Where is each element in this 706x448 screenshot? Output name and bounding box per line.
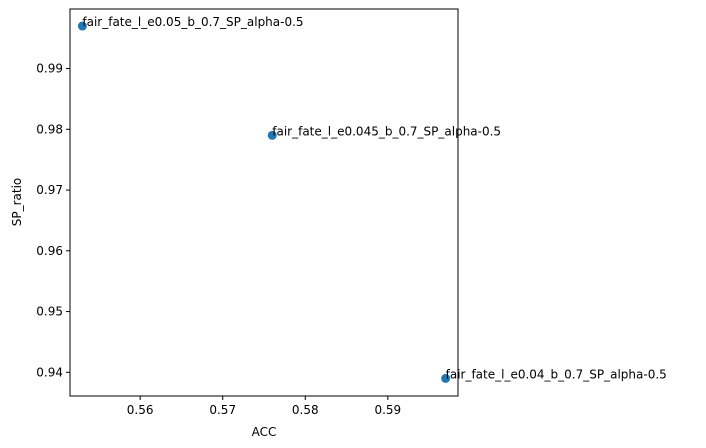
data-point [77, 21, 87, 31]
data-point [441, 373, 451, 383]
x-axis: 0.56 0.57 0.58 0.59 [127, 396, 401, 417]
data-point-label: fair_fate_l_e0.04_b_0.7_SP_alpha-0.5 [446, 367, 667, 381]
data-point [267, 130, 277, 140]
x-tick-label: 0.59 [374, 403, 401, 417]
data-points [77, 21, 451, 383]
x-tick-label: 0.56 [127, 403, 154, 417]
y-tick-label: 0.98 [36, 122, 63, 136]
y-tick-label: 0.94 [36, 365, 63, 379]
data-point-label: fair_fate_l_e0.05_b_0.7_SP_alpha-0.5 [82, 15, 303, 29]
y-tick-label: 0.97 [36, 183, 63, 197]
x-tick-label: 0.57 [209, 403, 236, 417]
y-axis: 0.94 0.95 0.96 0.97 0.98 0.99 [36, 62, 70, 379]
plot-area [69, 8, 459, 397]
y-axis-label: SP_ratio [10, 178, 24, 227]
data-point-label: fair_fate_l_e0.045_b_0.7_SP_alpha-0.5 [272, 124, 501, 138]
point-labels: fair_fate_l_e0.05_b_0.7_SP_alpha-0.5fair… [82, 15, 666, 381]
y-tick-label: 0.95 [36, 305, 63, 319]
y-tick-label: 0.99 [36, 62, 63, 76]
x-tick-label: 0.58 [292, 403, 319, 417]
x-axis-label: ACC [252, 425, 277, 439]
y-tick-label: 0.96 [36, 244, 63, 258]
